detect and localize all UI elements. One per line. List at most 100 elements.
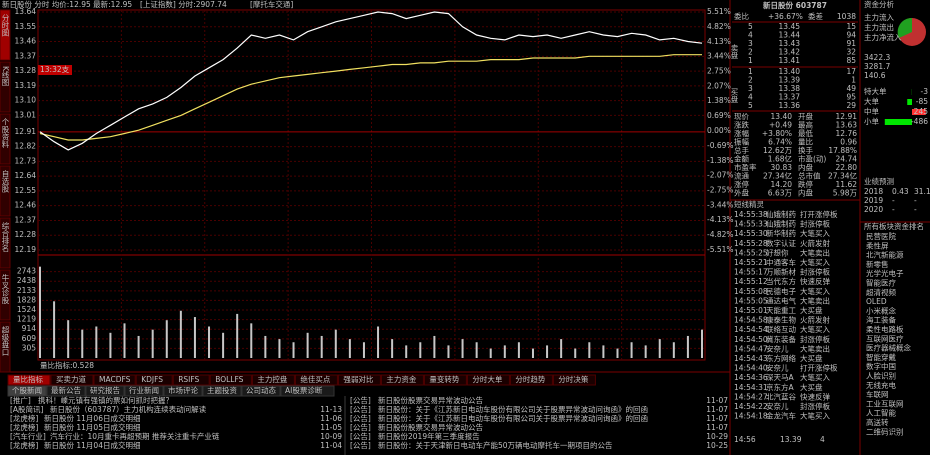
sector-item[interactable]: 数字中国: [866, 361, 896, 371]
indicator-tab[interactable]: [135, 374, 173, 386]
sector-item[interactable]: 北汽新能源: [866, 250, 904, 260]
side-tab[interactable]: [0, 113, 11, 165]
indicator-tab-label[interactable]: RSIFS: [178, 375, 199, 384]
news-tab[interactable]: [124, 385, 164, 397]
alert-stock[interactable]: 金龙汽车: [766, 411, 796, 421]
indicator-tab-label[interactable]: BOLLFS: [215, 375, 243, 384]
news-headline[interactable]: 新日股份股票交易异常波动公告: [378, 422, 483, 432]
news-headline[interactable]: 新日股份：关于《江苏新日电动车股份有限公司关于股票异常波动问询函》的回函: [378, 413, 648, 423]
indicator-tab-label[interactable]: 分时决策: [558, 374, 588, 384]
indicator-tab[interactable]: [337, 374, 381, 386]
side-tab-label[interactable]: K线图: [1, 66, 10, 87]
indicator-tab-label[interactable]: 量比指标: [13, 374, 43, 384]
side-tab-label[interactable]: 分时图: [1, 14, 10, 38]
alert-stock[interactable]: 数字认证: [766, 238, 796, 248]
alert-stock[interactable]: 万顺新材: [766, 267, 796, 277]
sector-item[interactable]: OLED: [866, 297, 887, 306]
indicator-tab[interactable]: [509, 374, 553, 386]
sector-item[interactable]: 高送转: [866, 417, 889, 427]
alert-stock[interactable]: 仙娥制药: [766, 209, 796, 219]
sector-item[interactable]: 小米概念: [866, 305, 896, 315]
news-tab-label[interactable]: AI股票诊断: [285, 385, 323, 395]
alert-stock[interactable]: 仙娥制药: [766, 219, 796, 229]
alert-stock[interactable]: 民德电子: [766, 286, 796, 296]
sector-item[interactable]: 柔性电路板: [866, 324, 904, 334]
indicator-tab-label[interactable]: 分时趋势: [515, 374, 545, 384]
sector-item[interactable]: 二维码识别: [866, 426, 904, 436]
news-headline[interactable]: 新日股份（603787）主力机构连续表动问解读: [50, 404, 207, 414]
side-tab-label[interactable]: 自选股: [1, 169, 10, 194]
news-tab-label[interactable]: 最新公告: [51, 385, 81, 395]
indicator-tab[interactable]: [172, 374, 210, 386]
alert-stock[interactable]: 冀东装备: [766, 334, 796, 344]
side-tab-label[interactable]: 综合排名: [1, 221, 10, 254]
indicator-tab-label[interactable]: 分时大单: [472, 374, 502, 384]
sector-item[interactable]: 民营医院: [866, 231, 896, 241]
sector-item[interactable]: 无线充电: [866, 380, 896, 390]
news-tab[interactable]: [85, 385, 125, 397]
news-headline[interactable]: 汽车行业：10月重卡再超预期 推荐关注重卡产业链: [50, 431, 220, 441]
indicator-tab-label[interactable]: 量变转势: [429, 374, 459, 384]
alert-stock[interactable]: 天能重工: [766, 305, 796, 315]
news-tab-label[interactable]: 公司动态: [246, 385, 276, 395]
news-headline[interactable]: 新日股份 11月05日成交明细: [44, 422, 140, 432]
news-headline[interactable]: 新日股份：关于《江苏新日电动车股份有限公司关于股票异常波动问询函》的回函: [378, 404, 648, 414]
alert-stock[interactable]: 康泰生物: [766, 315, 796, 325]
side-tab-label[interactable]: 牛叉诊股: [1, 273, 10, 306]
alert-stock[interactable]: 安奈儿: [766, 401, 789, 411]
indicator-tab[interactable]: [209, 374, 252, 386]
news-headline[interactable]: 新日股份：关于天津新日电动车产能50万辆电动摩托车一期项目的公告: [378, 440, 613, 450]
news-tab[interactable]: [202, 385, 242, 397]
news-headline[interactable]: 新日股份 11月06日成交明细: [44, 413, 140, 423]
alert-stock[interactable]: 安奈儿: [766, 363, 789, 373]
indicator-tab-label[interactable]: 强弱对比: [343, 374, 373, 384]
side-tab[interactable]: [0, 269, 11, 321]
news-tab-label[interactable]: 研究报告: [90, 385, 120, 395]
sector-item[interactable]: 互联网医疗: [866, 333, 904, 343]
news-tab-label[interactable]: 行业新闻: [129, 385, 159, 395]
indicator-tab[interactable]: [466, 374, 510, 386]
indicator-tab[interactable]: [93, 374, 136, 386]
alert-stock[interactable]: 安奈儿: [766, 343, 789, 353]
side-tab[interactable]: [0, 61, 11, 113]
alert-stock[interactable]: 通达电气: [766, 295, 796, 305]
news-tab[interactable]: [7, 385, 47, 397]
indicator-tab[interactable]: [423, 374, 467, 386]
side-tab-label[interactable]: 个股资料: [1, 118, 10, 150]
news-tab[interactable]: [163, 385, 203, 397]
indicator-tab-label[interactable]: MACDFS: [99, 375, 131, 384]
indicator-tab-label[interactable]: 主力资金: [386, 374, 416, 384]
side-tab[interactable]: [0, 217, 11, 269]
sector-item[interactable]: 人脸识别: [866, 371, 896, 381]
indicator-tab[interactable]: [294, 374, 338, 386]
alert-stock[interactable]: 深天马A: [766, 373, 794, 382]
alert-stock[interactable]: 中通客车: [766, 257, 796, 267]
indicator-tab-label[interactable]: KDJFS: [141, 375, 163, 384]
sector-item[interactable]: 智能医疗: [866, 278, 896, 288]
indicator-tab[interactable]: [380, 374, 424, 386]
indicator-tab[interactable]: [50, 374, 94, 386]
sector-item[interactable]: 人工智能: [866, 408, 896, 418]
news-tab[interactable]: [46, 385, 86, 397]
news-headline[interactable]: 携科！嵊元镇有强镇的票如何抓时把握？: [38, 395, 173, 405]
sector-item[interactable]: 海工装备: [866, 315, 896, 325]
news-tab-label[interactable]: 个股新闻: [12, 385, 42, 395]
sector-item[interactable]: 柔性屏: [866, 240, 889, 250]
news-tab-label[interactable]: 主题投资: [207, 385, 237, 395]
alert-stock[interactable]: 新华制药: [766, 228, 796, 238]
indicator-tab-label[interactable]: 主力控盘: [257, 374, 287, 384]
news-headline[interactable]: 新日股份 11月04日成交明细: [44, 440, 140, 450]
indicator-tab-label[interactable]: 买卖力道: [56, 374, 86, 384]
sector-item[interactable]: 光学光电子: [866, 268, 904, 278]
side-tab[interactable]: [0, 321, 11, 373]
sector-item[interactable]: 新零售: [866, 259, 889, 269]
sector-item[interactable]: 智能穿戴: [866, 352, 896, 362]
alert-stock[interactable]: 当代东方: [766, 276, 796, 286]
sector-item[interactable]: 工业互联网: [866, 398, 904, 408]
side-tab-label[interactable]: 超级盘口: [1, 326, 10, 357]
news-headline[interactable]: 新日股份2019年第三季度报告: [378, 431, 480, 441]
indicator-tab-label[interactable]: 绝佳买点: [300, 374, 330, 384]
news-headline[interactable]: 新日股份股票交易异常波动公告: [378, 395, 483, 405]
side-tab[interactable]: [0, 9, 11, 61]
sector-item[interactable]: 超清视频: [866, 287, 896, 297]
